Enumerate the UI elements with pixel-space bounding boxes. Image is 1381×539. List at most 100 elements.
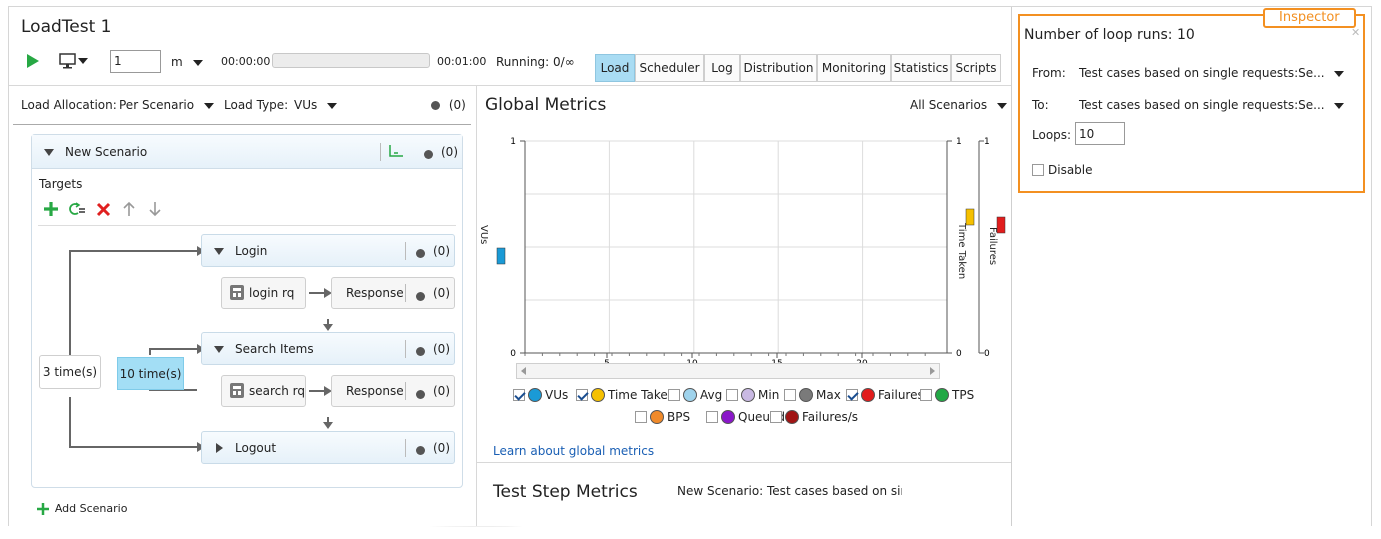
scenario-name: New Scenario bbox=[65, 145, 148, 159]
inner-loop-count[interactable]: 10 time(s) bbox=[117, 357, 184, 390]
request-search-rq[interactable]: search rq bbox=[221, 375, 306, 407]
to-value: Test cases based on single requests:Se..… bbox=[1079, 98, 1325, 112]
tab-scheduler[interactable]: Scheduler bbox=[635, 54, 704, 82]
move-up-icon[interactable] bbox=[122, 201, 136, 217]
collapse-icon[interactable] bbox=[214, 248, 224, 255]
inspector-divider bbox=[1011, 7, 1012, 526]
failures-axis-marker bbox=[996, 216, 1006, 234]
collapse-icon[interactable] bbox=[214, 346, 224, 353]
tab-scripts[interactable]: Scripts bbox=[951, 54, 1001, 82]
move-down-icon[interactable] bbox=[148, 201, 162, 217]
step-logout[interactable]: Logout (0) bbox=[201, 431, 455, 464]
scroll-right-icon[interactable] bbox=[930, 367, 935, 375]
test-step-metrics-scope: New Scenario: Test cases based on single… bbox=[677, 484, 902, 498]
series-color-icon bbox=[721, 410, 735, 424]
tab-distribution[interactable]: Distribution bbox=[740, 54, 817, 82]
tab-statistics[interactable]: Statistics bbox=[891, 54, 951, 82]
tab-log[interactable]: Log bbox=[704, 54, 740, 82]
response-search[interactable]: Response (0) bbox=[331, 375, 455, 407]
y-right2-tick-label: 0 bbox=[984, 349, 990, 359]
loops-input[interactable]: 10 bbox=[1075, 122, 1125, 145]
step-login[interactable]: Login (0) bbox=[201, 234, 455, 267]
status-dot-icon bbox=[416, 246, 425, 260]
request-name: search rq bbox=[249, 384, 306, 398]
close-icon[interactable]: ✕ bbox=[1351, 26, 1361, 39]
separator bbox=[405, 284, 406, 302]
checkbox-icon bbox=[1032, 164, 1044, 176]
legend-label: Min bbox=[758, 388, 780, 402]
response-login[interactable]: Response (0) bbox=[331, 277, 455, 309]
step-search-items[interactable]: Search Items (0) bbox=[201, 332, 455, 365]
duration-unit-select[interactable]: m bbox=[171, 55, 203, 69]
monitor-dropdown[interactable] bbox=[59, 53, 88, 72]
outer-loop-count[interactable]: 3 time(s) bbox=[39, 355, 101, 389]
request-login-rq[interactable]: login rq bbox=[221, 277, 306, 309]
step-name: Search Items bbox=[235, 342, 314, 356]
add-target-icon[interactable] bbox=[43, 201, 59, 217]
legend-item-tps[interactable]: TPS bbox=[920, 388, 974, 402]
checkbox-icon[interactable] bbox=[635, 411, 647, 423]
learn-global-metrics-link[interactable]: Learn about global metrics bbox=[493, 444, 655, 458]
disable-checkbox[interactable]: Disable bbox=[1032, 163, 1093, 177]
loop-icon[interactable] bbox=[68, 201, 86, 217]
separator bbox=[405, 242, 406, 260]
left-header-divider bbox=[13, 124, 471, 125]
checkbox-icon[interactable] bbox=[846, 389, 858, 401]
legend-item-bps[interactable]: BPS bbox=[635, 410, 690, 424]
legend-item-failures[interactable]: Failures bbox=[846, 388, 924, 402]
load-allocation-select[interactable]: Per Scenario bbox=[119, 98, 214, 112]
checkbox-icon[interactable] bbox=[726, 389, 738, 401]
collapse-icon[interactable] bbox=[44, 149, 54, 156]
checkbox-icon[interactable] bbox=[784, 389, 796, 401]
load-type-label: Load Type: bbox=[224, 98, 289, 112]
chevron-down-icon bbox=[203, 102, 214, 109]
legend-label: Avg bbox=[700, 388, 723, 402]
separator bbox=[405, 340, 406, 358]
from-select[interactable]: Test cases based on single requests:Se..… bbox=[1079, 66, 1345, 80]
failures-axis-label: Failures bbox=[987, 227, 998, 266]
add-scenario-button[interactable]: Add Scenario bbox=[37, 501, 127, 515]
status-dot-icon bbox=[424, 147, 433, 161]
checkbox-icon[interactable] bbox=[920, 389, 932, 401]
legend-item-avg[interactable]: Avg bbox=[668, 388, 722, 402]
separator bbox=[405, 382, 406, 400]
toolbar-divider bbox=[9, 85, 1011, 86]
status-dot-icon bbox=[416, 387, 425, 401]
load-status: (0) bbox=[431, 98, 466, 112]
checkbox-icon[interactable] bbox=[706, 411, 718, 423]
legend-item-max[interactable]: Max bbox=[784, 388, 841, 402]
chart-ticks: 5101520010101 bbox=[510, 137, 990, 369]
tab-load[interactable]: Load bbox=[595, 54, 635, 82]
tab-monitoring[interactable]: Monitoring bbox=[817, 54, 891, 82]
scroll-left-icon[interactable] bbox=[521, 367, 526, 375]
legend-item-vus[interactable]: VUs bbox=[513, 388, 568, 402]
to-select[interactable]: Test cases based on single requests:Se..… bbox=[1079, 98, 1345, 112]
legend-label: VUs bbox=[545, 388, 569, 402]
chevron-down-icon bbox=[327, 102, 338, 109]
play-icon[interactable] bbox=[27, 54, 39, 68]
chart-icon[interactable] bbox=[388, 144, 404, 159]
step-count: (0) bbox=[433, 441, 450, 455]
request-name: login rq bbox=[249, 286, 295, 300]
legend-item-min[interactable]: Min bbox=[726, 388, 779, 402]
load-type-select[interactable]: VUs bbox=[294, 98, 338, 112]
chart-scrollbar[interactable] bbox=[516, 363, 940, 379]
chart-grid bbox=[524, 140, 948, 354]
legend-item-time-taken[interactable]: Time Taken bbox=[576, 388, 675, 402]
series-color-icon bbox=[935, 388, 949, 402]
load-allocation-value: Per Scenario bbox=[119, 98, 195, 112]
checkbox-icon[interactable] bbox=[576, 389, 588, 401]
checkbox-icon[interactable] bbox=[668, 389, 680, 401]
legend-item-failures-s[interactable]: Failures/s bbox=[770, 410, 858, 424]
inspector-title: Number of loop runs: 10 bbox=[1024, 27, 1195, 43]
request-icon bbox=[230, 383, 244, 398]
scenario-header[interactable]: New Scenario (0) bbox=[32, 135, 462, 169]
checkbox-icon[interactable] bbox=[770, 411, 782, 423]
scenario-filter-select[interactable]: All Scenarios bbox=[910, 98, 1007, 112]
checkbox-icon[interactable] bbox=[513, 389, 525, 401]
expand-icon[interactable] bbox=[216, 443, 223, 453]
delete-icon[interactable] bbox=[96, 202, 111, 217]
metrics-divider bbox=[476, 462, 1011, 463]
monitor-icon bbox=[59, 53, 76, 69]
duration-input[interactable]: 1 bbox=[110, 50, 161, 73]
